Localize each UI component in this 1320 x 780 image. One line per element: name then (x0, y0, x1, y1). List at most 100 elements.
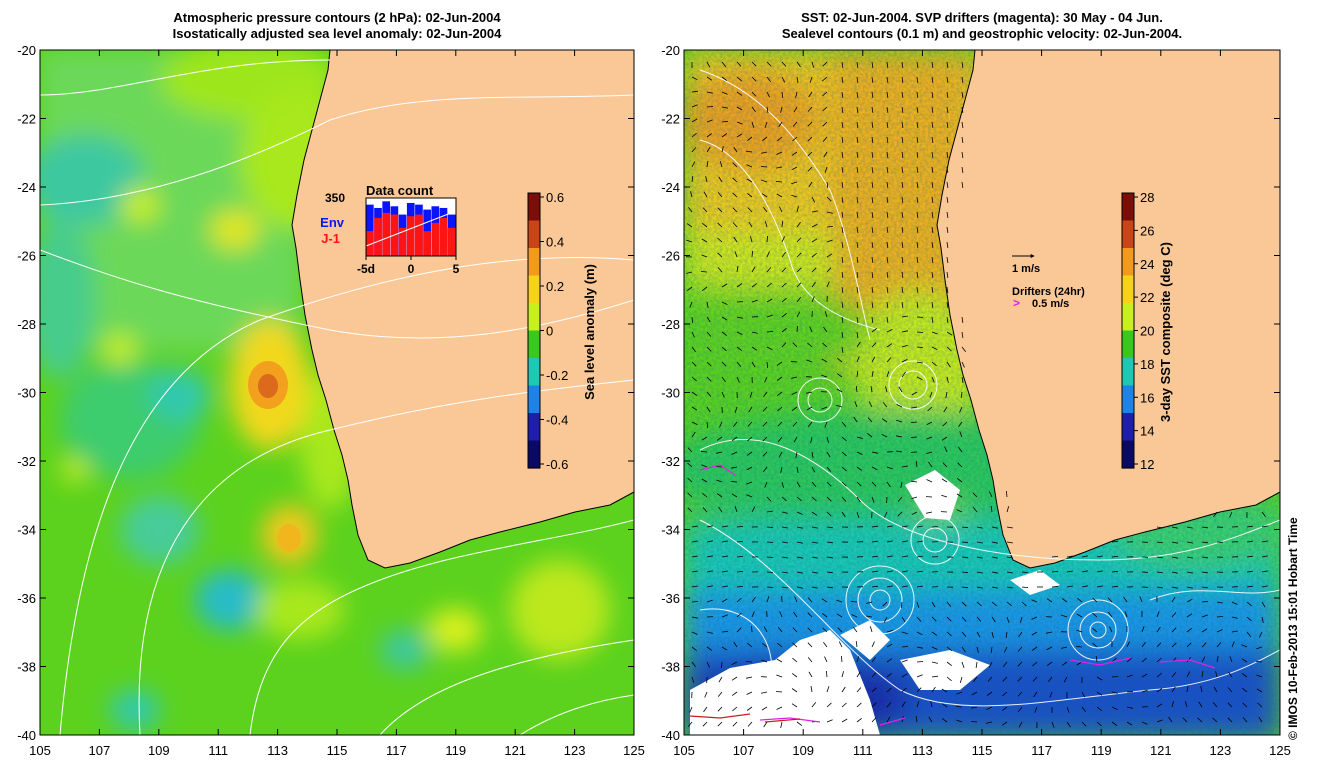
velocity-vector (691, 118, 698, 123)
velocity-vector (856, 121, 859, 128)
velocity-vector (836, 373, 843, 378)
velocity-vector (856, 316, 859, 323)
velocity-vector (796, 282, 802, 288)
velocity-vector (886, 555, 893, 558)
velocity-vector (976, 646, 979, 653)
velocity-vector (721, 631, 729, 633)
velocity-vector (916, 540, 923, 543)
velocity-vector (1017, 676, 1023, 682)
velocity-vector (911, 496, 918, 500)
velocity-vector (856, 496, 861, 503)
velocity-vector (826, 670, 828, 678)
velocity-vector (1006, 571, 1013, 574)
velocity-vector (1066, 555, 1073, 558)
velocity-vector (931, 301, 934, 308)
velocity-vector (781, 556, 788, 559)
colorbar-segment (1122, 193, 1134, 222)
velocity-vector (822, 106, 828, 112)
velocity-vector (946, 226, 949, 233)
velocity-vector (736, 133, 743, 138)
velocity-vector (871, 121, 874, 128)
velocity-vector (910, 436, 918, 438)
velocity-vector (931, 181, 934, 188)
velocity-vector (736, 346, 743, 351)
velocity-vector (760, 166, 768, 168)
velocity-vector (1047, 676, 1053, 682)
lon-tick-label: 107 (89, 743, 111, 758)
velocity-vector (931, 91, 934, 98)
velocity-vector (856, 286, 859, 293)
velocity-vector (958, 446, 963, 453)
velocity-vector (941, 718, 948, 723)
velocity-vector (732, 192, 738, 198)
velocity-vector (807, 136, 813, 142)
velocity-vector (810, 686, 813, 693)
velocity-vector (748, 221, 753, 228)
velocity-vector (1092, 612, 1098, 618)
velocity-vector (764, 376, 768, 383)
velocity-vector (931, 616, 937, 622)
velocity-vector (716, 493, 723, 498)
velocity-vector (856, 196, 859, 203)
velocity-vector (841, 301, 844, 308)
velocity-vector (1227, 717, 1233, 723)
velocity-vector (1261, 616, 1264, 623)
velocity-vector (841, 121, 844, 128)
lon-tick-label: 115 (972, 743, 993, 758)
velocity-vector (856, 341, 861, 348)
lat-tick-label: -20 (661, 43, 680, 58)
velocity-vector (856, 106, 859, 113)
velocity-vector (986, 721, 993, 724)
velocity-vector (1003, 646, 1008, 653)
velocity-vector (716, 451, 723, 454)
velocity-vector (1171, 526, 1178, 529)
velocity-vector (1020, 616, 1023, 623)
velocity-vector (822, 342, 828, 348)
velocity-vector (706, 316, 711, 323)
lat-tick-label: -38 (17, 660, 36, 675)
velocity-vector (866, 601, 873, 604)
velocity-vector (946, 271, 949, 278)
velocity-vector (721, 525, 728, 528)
inset-tick-label: -5d (357, 262, 375, 276)
velocity-vector (1186, 598, 1193, 603)
velocity-vector (1046, 598, 1053, 603)
colorbar-segment (1122, 303, 1134, 332)
velocity-vector (961, 76, 964, 83)
velocity-vector (781, 282, 787, 288)
velocity-vector (687, 492, 693, 498)
velocity-vector (871, 181, 874, 188)
velocity-vector (926, 511, 933, 514)
velocity-vector (900, 481, 903, 488)
velocity-vector (721, 361, 727, 367)
velocity-vector (702, 207, 708, 213)
velocity-vector (776, 674, 783, 678)
velocity-vector (901, 241, 904, 248)
count-trend-line (365, 210, 457, 247)
velocity-vector (991, 571, 998, 574)
velocity-vector (731, 493, 738, 498)
velocity-vector (703, 191, 708, 198)
velocity-vector (796, 526, 803, 529)
velocity-vector (700, 271, 708, 273)
velocity-vector (826, 226, 834, 228)
velocity-vector (746, 164, 753, 168)
velocity-vector (792, 136, 798, 142)
velocity-vector (1184, 701, 1188, 708)
velocity-vector (824, 311, 828, 318)
velocity-vector (1246, 525, 1253, 528)
velocity-vector (781, 327, 787, 333)
velocity-vector (746, 481, 753, 485)
velocity-vector (841, 511, 846, 518)
velocity-vector (958, 421, 963, 428)
velocity-vector (761, 659, 768, 663)
velocity-vector (841, 256, 844, 263)
velocity-vector (824, 656, 828, 663)
velocity-vector (751, 266, 756, 273)
velocity-vector (751, 596, 756, 603)
velocity-vector (976, 571, 983, 574)
velocity-vector (856, 91, 859, 98)
colorbar-segment (528, 440, 540, 469)
velocity-vector (991, 601, 997, 607)
velocity-vector (1227, 702, 1233, 708)
